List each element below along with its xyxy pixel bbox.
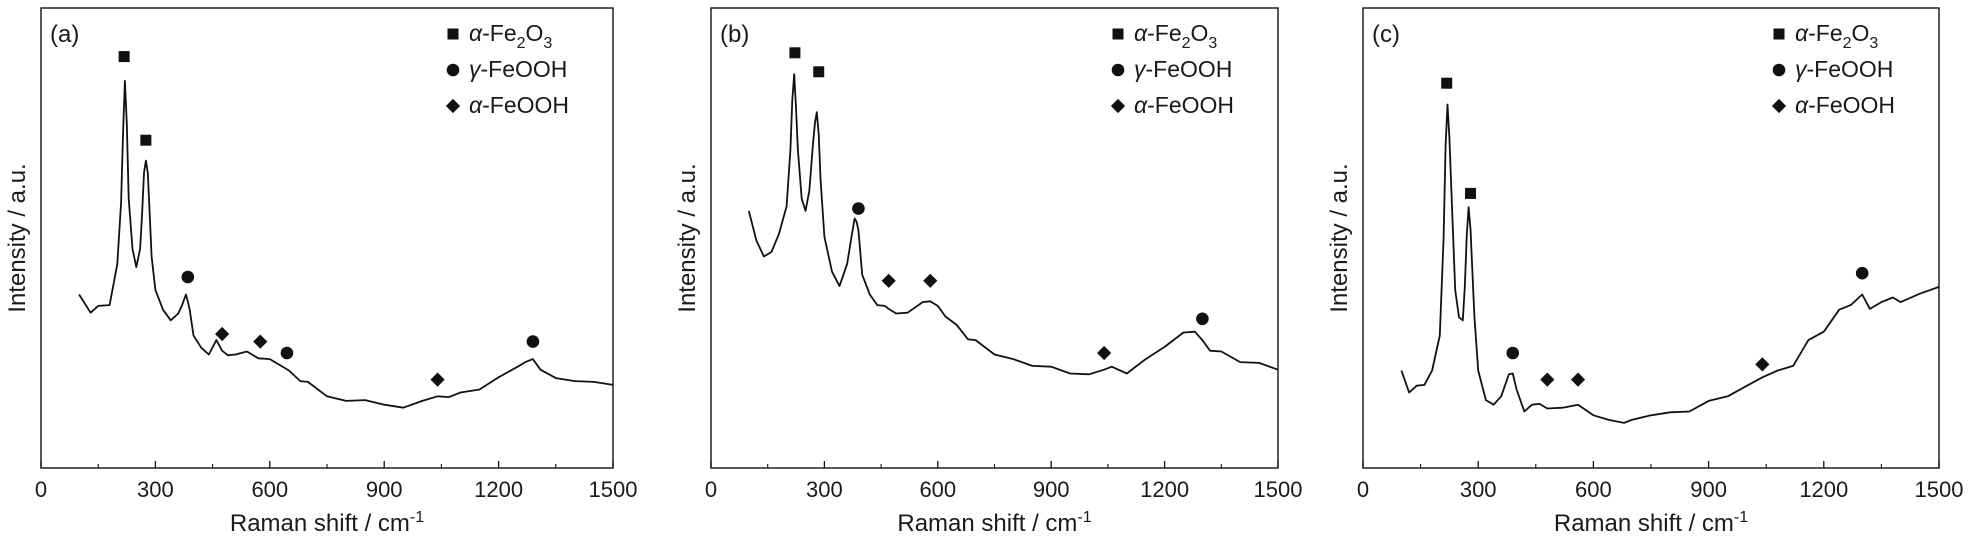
x-tick-label: 1500 <box>1254 477 1303 502</box>
x-tick-label: 900 <box>1033 477 1070 502</box>
x-tick-label: 600 <box>1575 477 1612 502</box>
x-tick-label: 300 <box>1460 477 1497 502</box>
peak-marker-square <box>813 66 825 78</box>
x-tick-label: 0 <box>35 477 47 502</box>
legend-entry: α-Fe2O3 <box>1134 20 1217 52</box>
x-tick-label: 300 <box>137 477 174 502</box>
legend-marker-diamond <box>445 98 461 114</box>
panel-label: (c) <box>1372 21 1400 48</box>
peak-marker-circle <box>1506 346 1520 360</box>
panel-label: (a) <box>50 21 79 48</box>
peak-marker-diamond <box>881 273 896 288</box>
x-tick-label: 1200 <box>1140 477 1189 502</box>
x-axis-label: Raman shift / cm-1 <box>897 509 1091 537</box>
panel-1: 0 300 600 900 1200 1500 Raman shift / cm-1 Inte… <box>4 7 638 537</box>
legend-entry: α-Fe2O3 <box>469 20 552 52</box>
x-tick-label: 900 <box>366 477 403 502</box>
legend-entry: γ-FeOOH <box>469 56 567 82</box>
peak-marker-square <box>118 51 130 63</box>
peak-marker-diamond <box>1097 345 1112 361</box>
legend-entry: α-FeOOH <box>1134 92 1234 118</box>
legend-marker-circle <box>1772 63 1786 77</box>
peak-marker-circle <box>852 202 865 215</box>
legend-entry: α-FeOOH <box>469 92 569 118</box>
legend-entry: α-FeOOH <box>1795 92 1895 118</box>
peak-marker-square <box>1465 187 1477 199</box>
legend-marker-circle <box>1111 63 1125 77</box>
peak-marker-circle <box>1855 266 1869 280</box>
y-axis-label: Intensity / a.u. <box>1326 163 1353 312</box>
peak-marker-circle <box>280 346 294 360</box>
peak-marker-square <box>789 47 801 59</box>
y-axis-label: Intensity / a.u. <box>674 163 701 312</box>
spectrum-line <box>747 73 1279 376</box>
x-tick-label: 900 <box>1690 477 1727 502</box>
peak-marker-diamond <box>1755 357 1770 372</box>
x-axis-label: Raman shift / cm-1 <box>230 509 424 537</box>
peak-marker-diamond <box>253 334 268 349</box>
spectrum-line <box>78 80 614 409</box>
x-axis-label: Raman shift / cm-1 <box>1554 509 1748 537</box>
peak-marker-diamond <box>1540 372 1555 387</box>
x-tick-label: 1200 <box>1799 477 1848 502</box>
legend-marker-square <box>447 28 459 40</box>
x-tick-label: 300 <box>806 477 843 502</box>
legend-entry: α-Fe2O3 <box>1795 20 1878 52</box>
spectrum-line <box>1400 103 1940 424</box>
peak-marker-diamond <box>215 326 230 342</box>
x-tick-label: 1200 <box>474 477 523 502</box>
peak-marker-circle <box>181 270 195 284</box>
peak-marker-diamond <box>1570 372 1586 387</box>
legend-entry: γ-FeOOH <box>1134 56 1232 82</box>
peak-marker-square <box>1441 77 1453 89</box>
legend-entry: γ-FeOOH <box>1795 56 1893 82</box>
panel-2: 0 300 600 900 1200 1500 Raman shift / cm-1 Inte… <box>674 7 1303 537</box>
peak-marker-diamond <box>923 273 938 288</box>
legend-marker-circle <box>446 63 460 77</box>
x-tick-label: 600 <box>919 477 956 502</box>
x-tick-label: 1500 <box>1915 477 1964 502</box>
legend-marker-square <box>1112 28 1124 40</box>
peak-marker-circle <box>526 335 540 348</box>
x-tick-label: 600 <box>251 477 288 502</box>
legend-marker-square <box>1773 28 1785 40</box>
x-tick-label: 0 <box>705 477 717 502</box>
legend-marker-diamond <box>1771 98 1787 114</box>
y-axis-label: Intensity / a.u. <box>4 163 31 312</box>
legend-marker-diamond <box>1110 98 1126 114</box>
panel-label: (b) <box>720 21 749 48</box>
x-tick-label: 0 <box>1357 477 1369 502</box>
peak-marker-circle <box>1196 312 1209 326</box>
panel-3: 0 300 600 900 1200 1500 Raman shift / cm-1 Inte… <box>1326 7 1964 537</box>
peak-marker-square <box>140 134 152 146</box>
x-tick-label: 1500 <box>589 477 638 502</box>
peak-marker-diamond <box>430 372 445 387</box>
